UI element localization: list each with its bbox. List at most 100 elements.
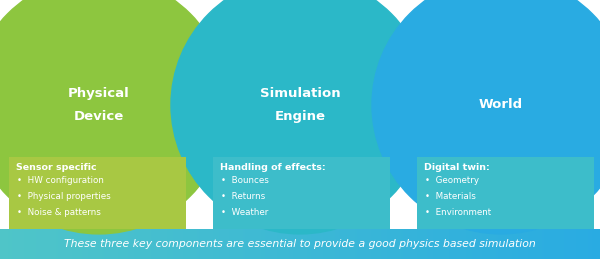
Bar — [235, 133, 238, 155]
Bar — [413, 229, 416, 259]
Bar — [257, 133, 260, 155]
Bar — [277, 133, 280, 155]
Bar — [467, 229, 471, 259]
Bar — [221, 229, 224, 259]
Bar — [186, 133, 189, 155]
Bar — [379, 229, 382, 259]
Bar — [341, 229, 344, 259]
Bar — [554, 133, 557, 155]
Bar — [460, 133, 463, 155]
Polygon shape — [567, 128, 594, 160]
Bar — [569, 133, 572, 155]
Bar — [115, 229, 118, 259]
Text: •  Physical properties: • Physical properties — [17, 192, 111, 201]
Bar — [533, 133, 536, 155]
Text: Handling of effects:: Handling of effects: — [220, 163, 326, 172]
Bar — [473, 133, 476, 155]
Bar — [516, 133, 519, 155]
Bar — [512, 229, 515, 259]
Bar — [455, 133, 459, 155]
Text: Engine: Engine — [275, 110, 325, 123]
Bar — [277, 229, 280, 259]
Bar — [410, 133, 413, 155]
Bar — [259, 229, 262, 259]
Bar — [95, 133, 98, 155]
Bar — [518, 229, 521, 259]
Bar — [295, 133, 298, 155]
Bar — [365, 229, 368, 259]
Bar — [255, 229, 258, 259]
Bar — [424, 229, 427, 259]
Bar — [464, 229, 467, 259]
Bar — [578, 133, 581, 155]
Bar — [16, 229, 19, 259]
Bar — [391, 133, 395, 155]
Bar — [142, 133, 146, 155]
Bar — [98, 229, 101, 259]
Bar — [256, 133, 259, 155]
Bar — [431, 229, 434, 259]
Bar — [373, 133, 376, 155]
Bar — [6, 229, 9, 259]
Bar — [161, 229, 164, 259]
Bar — [378, 133, 382, 155]
Bar — [435, 133, 438, 155]
Bar — [237, 133, 240, 155]
Bar — [566, 229, 569, 259]
Bar — [197, 229, 200, 259]
Bar — [18, 229, 21, 259]
Bar — [20, 133, 23, 155]
Bar — [239, 133, 242, 155]
Bar — [127, 229, 130, 259]
Bar — [473, 229, 477, 259]
Ellipse shape — [171, 0, 429, 234]
Bar — [466, 229, 469, 259]
Bar — [105, 133, 108, 155]
Bar — [563, 133, 566, 155]
FancyBboxPatch shape — [213, 157, 390, 229]
Bar — [40, 229, 43, 259]
Bar — [158, 133, 161, 155]
Bar — [231, 229, 234, 259]
Bar — [503, 133, 506, 155]
Bar — [22, 133, 25, 155]
Bar — [110, 133, 113, 155]
Bar — [427, 229, 431, 259]
Bar — [209, 133, 212, 155]
Bar — [541, 133, 544, 155]
Bar — [490, 133, 493, 155]
Bar — [14, 229, 17, 259]
Bar — [122, 229, 125, 259]
Bar — [544, 133, 547, 155]
Bar — [598, 229, 600, 259]
Bar — [425, 229, 428, 259]
Bar — [387, 229, 391, 259]
Bar — [299, 229, 302, 259]
Bar — [358, 133, 361, 155]
Bar — [403, 229, 407, 259]
Bar — [209, 229, 212, 259]
Bar — [44, 133, 47, 155]
Bar — [397, 133, 400, 155]
Text: Sensor specific: Sensor specific — [16, 163, 97, 172]
Bar — [574, 229, 577, 259]
Bar — [325, 229, 328, 259]
Bar — [206, 229, 210, 259]
Text: •  Noise & patterns: • Noise & patterns — [17, 208, 101, 217]
Bar — [269, 133, 272, 155]
Bar — [397, 229, 401, 259]
Text: •  Bounces: • Bounces — [221, 176, 269, 185]
Text: Device: Device — [74, 110, 124, 123]
Bar — [475, 133, 478, 155]
Bar — [418, 133, 421, 155]
Bar — [488, 133, 491, 155]
Bar — [422, 133, 425, 155]
Bar — [176, 229, 180, 259]
Bar — [244, 133, 247, 155]
Bar — [248, 133, 251, 155]
Bar — [323, 133, 326, 155]
Bar — [34, 229, 37, 259]
Bar — [226, 133, 229, 155]
Bar — [369, 133, 372, 155]
Bar — [39, 133, 42, 155]
